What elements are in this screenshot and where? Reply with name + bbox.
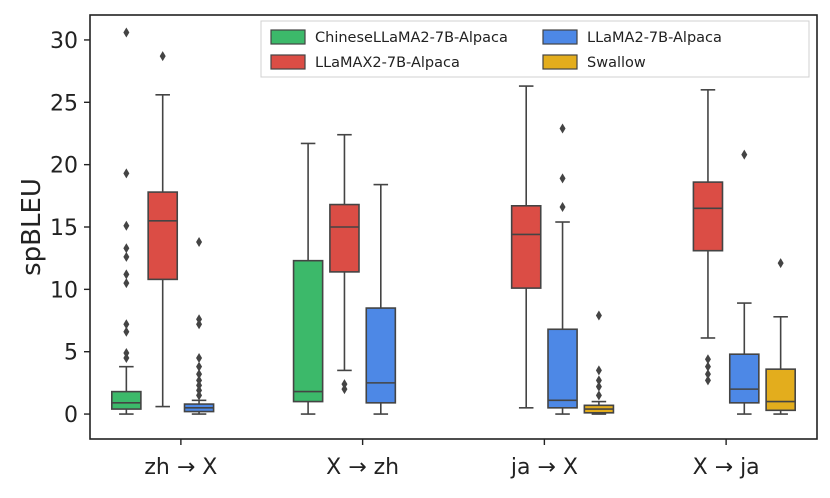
legend-swatch	[270, 29, 306, 45]
outlier-point	[595, 310, 602, 321]
outlier-point	[595, 375, 602, 386]
x-tick-label-x-zh: X → zh	[326, 455, 399, 480]
x-tick-label-zh-x: zh → X	[144, 455, 217, 480]
box-iqr	[547, 328, 578, 409]
legend-label: LLaMA2-7B-Alpaca	[587, 30, 722, 46]
outlier-point	[595, 381, 602, 392]
box-llamax2-7b-alpaca-x-zh	[329, 133, 360, 395]
outlier-point	[123, 326, 130, 337]
outlier-point	[704, 369, 711, 380]
outlier-point	[123, 347, 130, 358]
outlier-point	[196, 236, 203, 247]
legend-label: LLaMAX2-7B-Alpaca	[315, 55, 460, 71]
legend-swatch	[542, 54, 578, 70]
box-llamax2-7b-alpaca-ja-x	[510, 85, 542, 409]
outlier-point	[196, 314, 203, 325]
outlier-point	[777, 258, 784, 269]
box-llamax2-7b-alpaca-x-ja	[692, 89, 724, 386]
box-iqr	[329, 203, 360, 273]
outlier-point	[595, 365, 602, 376]
outlier-point	[123, 278, 130, 289]
outlier-point	[196, 375, 203, 386]
box-iqr	[111, 390, 142, 410]
box-iqr	[728, 353, 760, 404]
box-swallow-x-ja	[765, 258, 796, 415]
legend: ChineseLLaMA2-7B-Alpaca LLaMAX2-7B-Alpaca…	[260, 20, 810, 78]
y-axis-title: spBLEU	[17, 178, 47, 276]
box-llama2-7b-alpaca-x-zh	[365, 183, 397, 415]
outlier-point	[123, 27, 130, 38]
x-tick-label-ja-x: ja → X	[510, 455, 578, 480]
outlier-point	[341, 379, 348, 390]
box-llama2-7b-alpaca-ja-x	[547, 123, 578, 415]
outlier-point	[123, 243, 130, 254]
y-tick-label: 20	[50, 154, 78, 179]
box-llama2-7b-alpaca-zh-x	[183, 236, 215, 415]
outlier-point	[123, 220, 130, 231]
outlier-point	[196, 361, 203, 372]
box-iqr	[292, 259, 324, 403]
outlier-point	[123, 251, 130, 262]
outlier-point	[704, 375, 711, 386]
y-tick-label: 25	[50, 91, 78, 116]
legend-item-llama2-7b-alpaca: LLaMA2-7B-Alpaca	[542, 29, 722, 46]
y-tick-label: 30	[50, 29, 78, 54]
box-iqr	[365, 307, 397, 404]
outlier-point	[159, 51, 166, 62]
outlier-point	[559, 202, 566, 213]
legend-item-chinesellama2-7b-alpaca: ChineseLLaMA2-7B-Alpaca	[270, 29, 508, 46]
outlier-point	[595, 390, 602, 401]
outlier-point	[704, 361, 711, 372]
outlier-point	[559, 173, 566, 184]
y-axis: 0 5 10 15 20 25 30	[50, 29, 90, 428]
box-chinesellama2-7b-alpaca-zh-x	[111, 27, 142, 415]
x-tick-label-x-ja: X → ja	[693, 455, 760, 480]
legend-item-llamax2-7b-alpaca: LLaMAX2-7B-Alpaca	[270, 54, 460, 71]
y-tick-label: 0	[64, 403, 78, 428]
box-llamax2-7b-alpaca-zh-x	[147, 51, 179, 408]
box-iqr	[510, 205, 542, 289]
box-iqr	[765, 368, 796, 412]
y-tick-label: 15	[50, 216, 78, 241]
legend-label: Swallow	[587, 55, 646, 71]
legend-swatch	[270, 54, 306, 70]
legend-frame	[260, 20, 810, 78]
legend-item-swallow: Swallow	[542, 54, 646, 71]
box-llama2-7b-alpaca-x-ja	[728, 149, 760, 415]
y-tick-label: 10	[50, 278, 78, 303]
legend-label: ChineseLLaMA2-7B-Alpaca	[315, 30, 508, 46]
y-tick-label: 5	[64, 341, 78, 366]
box-chinesellama2-7b-alpaca-x-zh	[292, 142, 324, 415]
outlier-point	[123, 269, 130, 280]
outlier-point	[704, 354, 711, 365]
outlier-point	[741, 149, 748, 160]
x-axis: zh → X X → zh ja → X X → ja	[144, 439, 760, 480]
outlier-point	[559, 123, 566, 134]
box-iqr	[147, 191, 179, 281]
plot-area	[111, 27, 796, 415]
outlier-point	[123, 319, 130, 330]
box-iqr	[692, 181, 724, 252]
box-swallow-ja-x	[583, 310, 615, 415]
outlier-point	[196, 369, 203, 380]
outlier-point	[196, 352, 203, 363]
outlier-point	[123, 168, 130, 179]
legend-swatch	[542, 29, 578, 45]
